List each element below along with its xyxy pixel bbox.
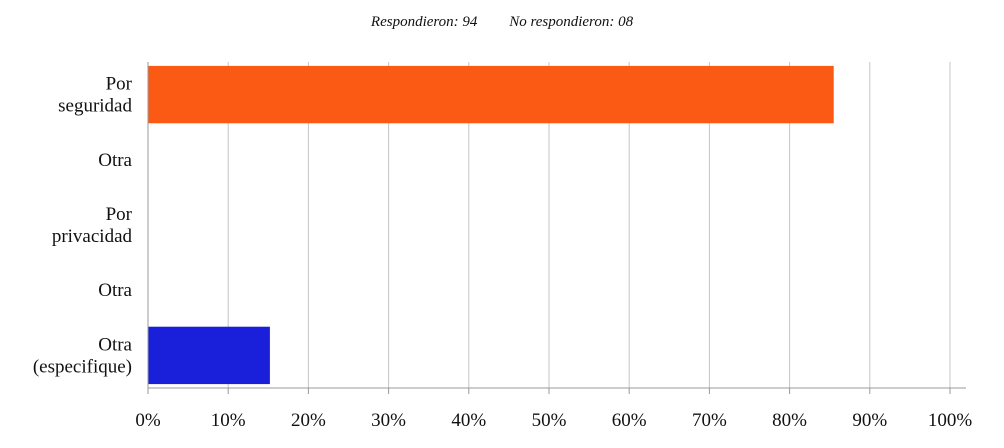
x-tick-label: 80% <box>772 410 807 431</box>
x-tick-label: 30% <box>371 410 406 431</box>
category-label: Otra <box>98 150 132 171</box>
tick-labels: 0% 10% 20% 30% 40% 50% 60% 70% 80% 90% 100% <box>135 410 972 431</box>
x-tick-label: 20% <box>291 410 326 431</box>
x-tick-label: 0% <box>135 410 161 431</box>
category-label: Por privacidad <box>52 204 133 247</box>
x-tick-label: 90% <box>852 410 887 431</box>
response-summary: Respondieron: 94 No respondieron: 08 <box>0 14 1004 31</box>
not-responded-count: No respondieron: 08 <box>509 14 634 30</box>
bar <box>148 326 270 385</box>
x-tick-label: 40% <box>451 410 486 431</box>
x-tick-label: 70% <box>692 410 727 431</box>
responded-count: Respondieron: 94 <box>370 14 478 30</box>
category-label: Otra <box>98 280 132 301</box>
axes <box>147 62 966 394</box>
bar <box>148 65 834 124</box>
category-label: Otra (especifique) <box>33 334 133 377</box>
x-tick-label: 100% <box>928 410 973 431</box>
category-label: Por seguridad <box>58 74 133 117</box>
x-tick-label: 50% <box>532 410 567 431</box>
x-tick-label: 60% <box>612 410 647 431</box>
x-tick-label: 10% <box>211 410 246 431</box>
category-labels: Por seguridad Otra Por privacidad Otra Otra (es… <box>33 74 133 378</box>
bars <box>148 65 834 385</box>
